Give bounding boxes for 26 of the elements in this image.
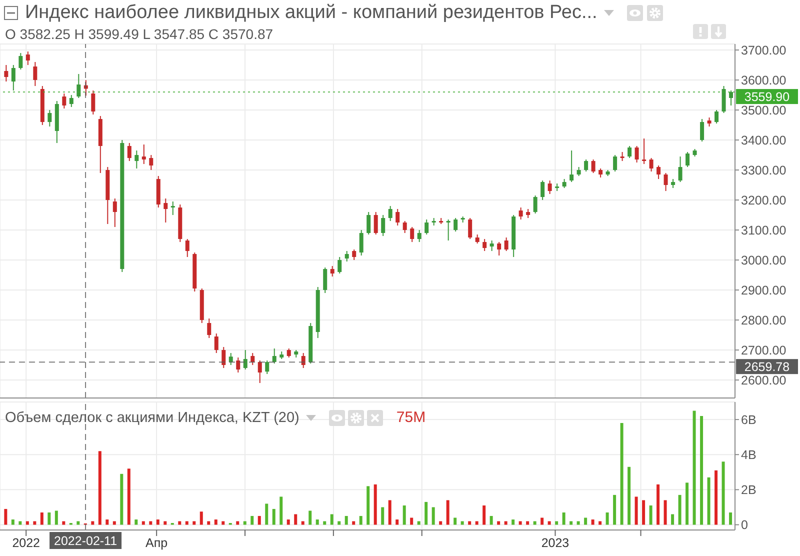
y-tick-label: 3000.00 bbox=[741, 253, 786, 268]
annotation: 75M bbox=[396, 409, 426, 426]
y-tick-label: 0 bbox=[741, 518, 748, 532]
ref-line-label: 3559.90 bbox=[744, 90, 790, 104]
y-tick-label: 3200.00 bbox=[741, 193, 786, 208]
x-tick-label: Апр bbox=[146, 536, 168, 550]
x-tick-label: 2023 bbox=[541, 536, 570, 550]
y-tick-label: 2800.00 bbox=[741, 313, 786, 328]
y-tick-label: 3600.00 bbox=[741, 73, 786, 88]
y-tick-label: 3100.00 bbox=[741, 223, 786, 238]
y-tick-label: 3300.00 bbox=[741, 163, 786, 178]
y-tick-label: 3700.00 bbox=[741, 43, 786, 58]
y-tick-label: 2900.00 bbox=[741, 283, 786, 298]
y-tick-label: 3400.00 bbox=[741, 133, 786, 148]
y-tick-label: 3500.00 bbox=[741, 103, 786, 118]
ref-line-label: 2022-02-11 bbox=[54, 534, 118, 548]
y-tick-label: 2B bbox=[741, 483, 756, 498]
y-tick-label: 4B bbox=[741, 448, 756, 462]
chart-title: Индекс наиболее ликвидных акций - компаний резидентов Рес... bbox=[25, 2, 598, 24]
y-tick-label: 2600.00 bbox=[741, 373, 786, 388]
text: Объем сделок с акциями Индекса, KZT (20) bbox=[5, 410, 300, 426]
ref-line-label: 2659.78 bbox=[744, 360, 790, 374]
y-tick-label: 6B bbox=[741, 412, 756, 427]
y-tick-label: 2700.00 bbox=[741, 343, 786, 358]
x-tick-label: 2022 bbox=[12, 536, 40, 550]
text: O 3582.25 H 3599.49 L 3547.85 C 3570.87 bbox=[5, 26, 274, 42]
